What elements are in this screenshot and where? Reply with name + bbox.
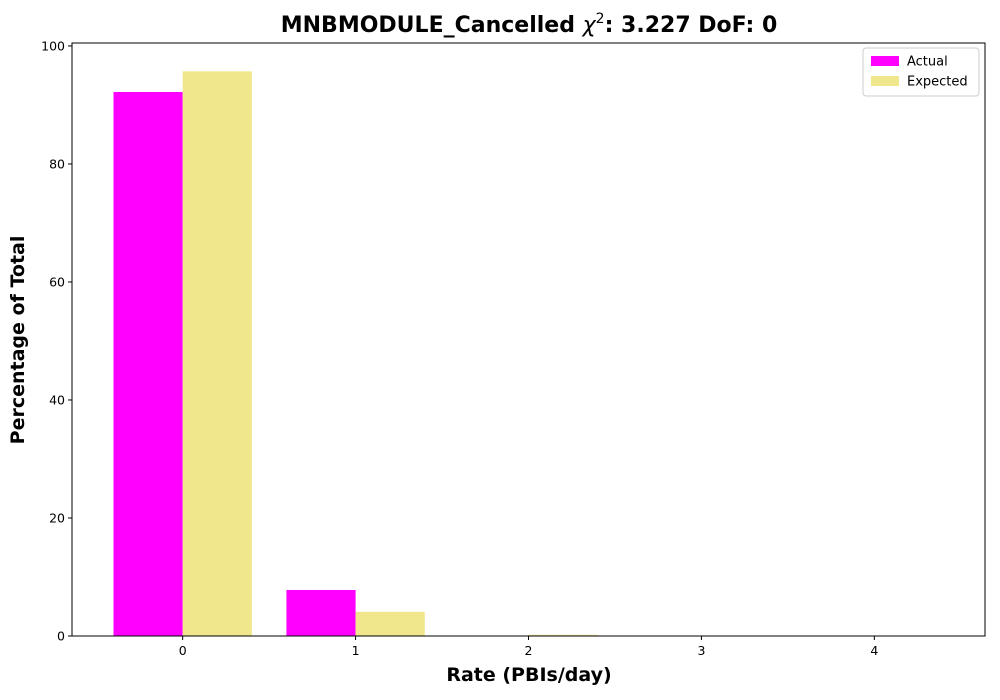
y-tick-label: 80 (49, 156, 65, 171)
bar-actual-1 (286, 589, 356, 636)
x-tick-label: 2 (525, 643, 533, 658)
bar-actual-0 (113, 91, 183, 637)
y-tick-label: 100 (41, 38, 65, 53)
y-tick-label: 40 (49, 392, 65, 407)
bar-expected-1 (355, 611, 425, 636)
legend-swatch-actual (871, 56, 899, 66)
bars-layer (113, 71, 598, 637)
chart-title-chi: χ (582, 13, 597, 38)
y-axis-label: Percentage of Total (7, 236, 29, 445)
bar-expected-0 (182, 71, 252, 636)
legend-swatch-expected (871, 76, 899, 86)
chart-title-prefix: MNBMODULE_Cancelled (281, 13, 583, 38)
chart-title: MNBMODULE_Cancelled χ2: 3.227 DoF: 0 (281, 11, 778, 38)
chart-title-suffix: : 3.227 DoF: 0 (605, 13, 778, 38)
y-tick-label: 20 (49, 510, 65, 525)
x-tick-label: 1 (352, 643, 360, 658)
y-tick-label: 0 (57, 629, 65, 644)
legend-label-expected: Expected (907, 75, 968, 90)
legend-label-actual: Actual (907, 55, 948, 70)
legend: Actual Expected (862, 47, 980, 97)
x-tick-label: 4 (870, 643, 878, 658)
bar-expected-2 (528, 634, 598, 636)
chart-title-chi-sup: 2 (596, 11, 605, 27)
x-tick-label: 3 (697, 643, 705, 658)
y-tick-label: 60 (49, 274, 65, 289)
x-axis-label: Rate (PBIs/day) (446, 664, 611, 686)
x-tick-label: 0 (179, 643, 187, 658)
